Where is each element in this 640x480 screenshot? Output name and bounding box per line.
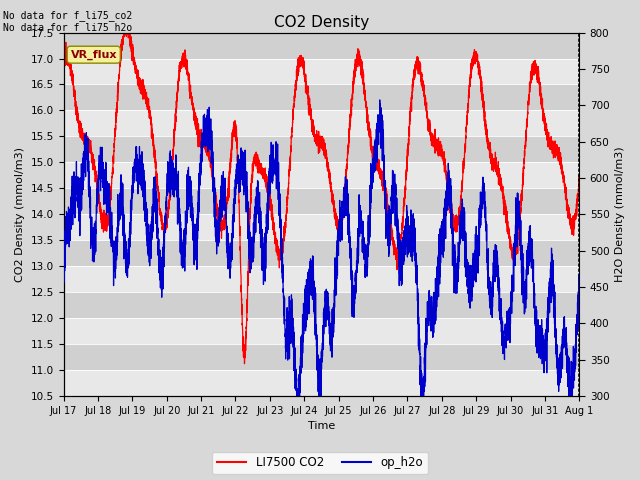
Bar — [63, 33, 579, 59]
Bar — [63, 162, 579, 188]
Y-axis label: CO2 Density (mmol/m3): CO2 Density (mmol/m3) — [15, 147, 25, 282]
Title: CO2 Density: CO2 Density — [274, 15, 369, 30]
Bar — [63, 188, 579, 215]
Text: No data for f_li75_co2
No data for f_li75_h2o: No data for f_li75_co2 No data for f_li7… — [3, 10, 132, 33]
Bar — [63, 136, 579, 162]
Bar — [63, 215, 579, 240]
Bar — [63, 110, 579, 136]
Y-axis label: H2O Density (mmol/m3): H2O Density (mmol/m3) — [615, 146, 625, 282]
Bar — [63, 266, 579, 292]
X-axis label: Time: Time — [308, 421, 335, 432]
Bar — [63, 344, 579, 370]
Bar — [63, 59, 579, 84]
Bar — [63, 370, 579, 396]
Text: VR_flux: VR_flux — [70, 49, 117, 60]
Bar — [63, 292, 579, 318]
Legend: LI7500 CO2, op_h2o: LI7500 CO2, op_h2o — [212, 452, 428, 474]
Bar — [63, 84, 579, 110]
Bar — [63, 318, 579, 344]
Bar — [63, 240, 579, 266]
